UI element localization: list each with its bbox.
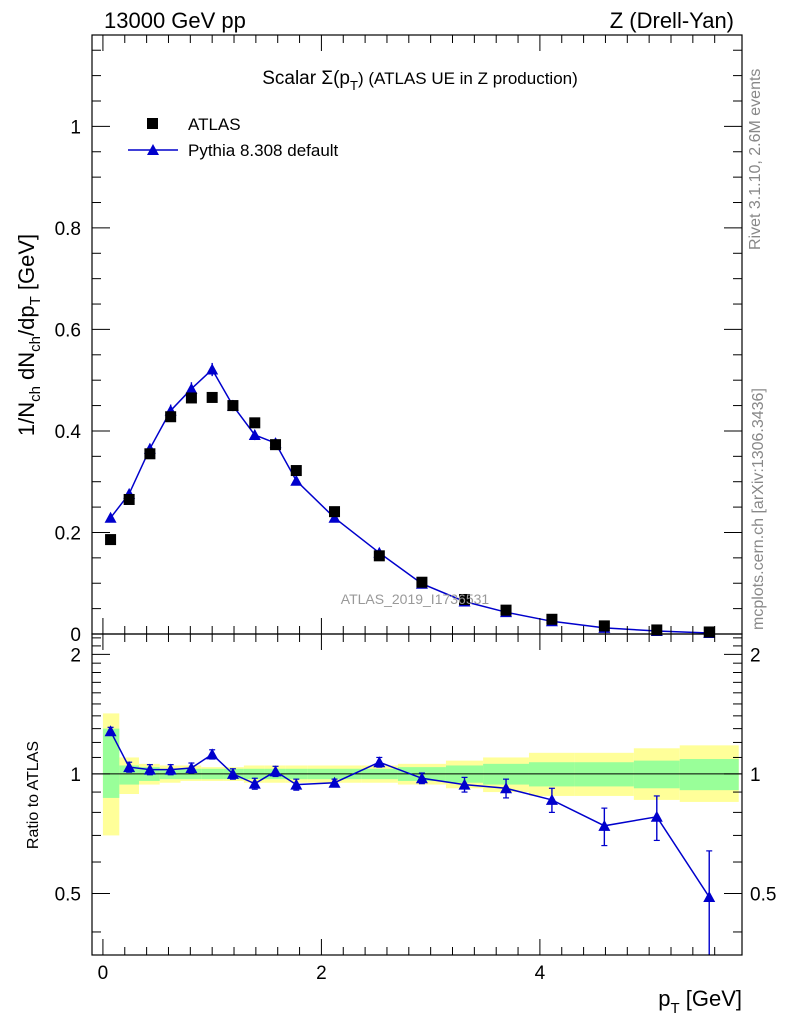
ratio-mc-point [226,767,239,779]
legend-atlas-label: ATLAS [188,115,241,134]
ratio-mc-point [123,761,136,773]
ratio-plot-area [92,713,742,955]
header-left: 13000 GeV pp [104,8,246,33]
ratio-band-inner [633,760,680,789]
ratio-band-inner [102,728,120,798]
ratio-ytick-label-right: 2 [750,645,761,666]
xlabel: pT [GeV] [658,986,742,1017]
main-title: Scalar Σ(pT) (ATLAS UE in Z production) [262,68,578,93]
main-ytick-label: 0.4 [55,422,82,443]
ratio-mc-point [598,819,611,831]
mc-point [290,474,303,486]
ratio-ytick-label-left: 2 [70,645,81,666]
ratio-mc-point [703,890,716,902]
ratio-ytick-label-left: 0.5 [55,884,81,905]
data-point [416,576,428,588]
ratio-ytick-label-left: 1 [70,765,81,786]
main-ytick-label: 0.2 [55,523,81,544]
main-plot-area [104,362,716,638]
xtick-label: 2 [316,963,327,984]
xtick-label: 0 [98,963,109,984]
data-point [500,604,512,616]
ratio-mc-point [185,761,198,773]
legend-mc-label: Pythia 8.308 default [188,141,339,160]
data-point [165,411,177,423]
ratio-mc-point [290,778,303,790]
ratio-mc-point [458,778,471,790]
main-ylabel: 1/Nch dNch/dpT [GeV] [14,234,44,436]
ratio-frame [91,633,743,956]
main-ytick-label: 0.6 [55,320,81,341]
ratio-axis-ticks: 0.5 0.5 1 1 2 2 0 2 4 [55,634,776,984]
data-point [651,624,663,636]
xtick-label: 4 [535,963,546,984]
watermark: ATLAS_2019_I1736531 [341,591,490,607]
main-panel: 0 0.2 0.4 0.6 0.8 1 Scalar Σ(pT) (ATLAS UE in… [14,34,743,646]
mc-point [185,382,198,394]
ratio-mc-point [415,772,428,784]
data-point [373,550,385,562]
legend: ATLAS Pythia 8.308 default [128,115,339,160]
data-point [290,465,302,477]
legend-mc-marker [147,144,159,155]
data-point [185,392,197,404]
data-point [329,506,341,518]
data-point [227,400,239,412]
ratio-panel: 0.5 0.5 1 1 2 2 0 2 4 Ratio to ATLAS pT [GeV] [25,633,776,1017]
ratio-mc-point [143,763,156,775]
mc-point [104,511,117,523]
data-point [270,439,282,451]
mc-point [328,511,341,523]
ratio-band-inner [679,759,739,791]
ratio-ylabel: Ratio to ATLAS [25,741,42,849]
ratio-mc-point [500,782,513,794]
ratio-mc-point [373,756,386,768]
ratio-mc-point [164,763,177,775]
main-axis-ticks: 0 0.2 0.4 0.6 0.8 1 [55,35,742,646]
data-point [206,391,218,403]
main-ytick-label: 1 [70,117,81,138]
data-point [249,417,261,429]
ratio-ytick-label-right: 0.5 [750,884,776,905]
data-point [144,448,156,460]
ratio-ytick-label-right: 1 [750,765,761,786]
ratio-mc-point [104,725,117,737]
ratio-mc-point [328,776,341,788]
data-point [105,534,117,546]
data-point [123,493,135,505]
ratio-mc-point [206,748,219,760]
main-ytick-label: 0.8 [55,219,81,240]
data-point [598,620,610,632]
data-point [546,613,558,625]
data-point [459,593,471,605]
mc-point [248,429,261,441]
mcplots-label: mcplots.cern.ch [arXiv:1306.3436] [750,388,767,630]
header-right: Z (Drell-Yan) [610,8,734,33]
ratio-mc-point [269,765,282,777]
ratio-mc-point [545,793,558,805]
rivet-label: Rivet 3.1.10, 2.6M events [747,69,764,250]
mc-point [206,363,219,375]
main-ytick-label: 0 [70,625,81,646]
ratio-mc-point [650,810,663,822]
ratio-mc-point [248,777,261,789]
legend-atlas-marker [147,118,158,129]
data-point [703,626,715,638]
